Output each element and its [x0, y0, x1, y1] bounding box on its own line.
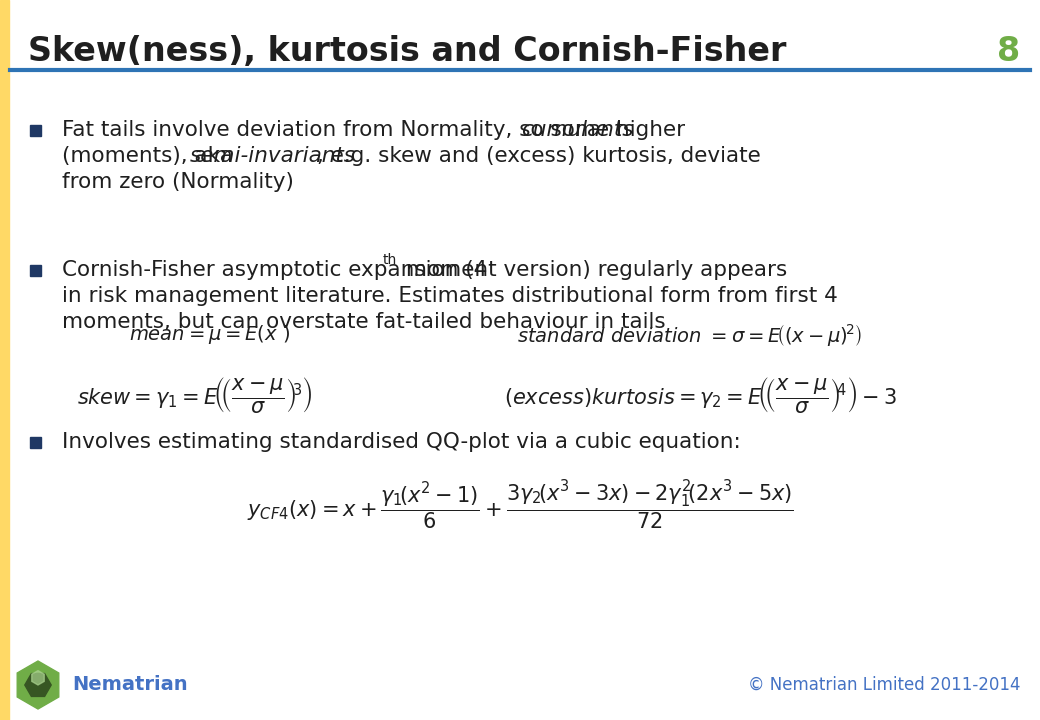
Text: $(\mathit{excess})\mathit{kurtosis} = \gamma_2 = E\!\left(\!\left(\dfrac{x - \mu: $(\mathit{excess})\mathit{kurtosis} = \g…	[503, 375, 896, 415]
Polygon shape	[25, 674, 51, 696]
Text: Skew(ness), kurtosis and Cornish-Fisher: Skew(ness), kurtosis and Cornish-Fisher	[28, 35, 786, 68]
Text: th: th	[383, 253, 397, 267]
Bar	[0, 0, 9, 720]
Text: Fat tails involve deviation from Normality, so some higher: Fat tails involve deviation from Normali…	[62, 120, 692, 140]
Text: Nematrian: Nematrian	[72, 675, 187, 695]
Text: Involves estimating standardised QQ-plot via a cubic equation:: Involves estimating standardised QQ-plot…	[62, 432, 740, 452]
Polygon shape	[32, 670, 45, 685]
Text: from zero (Normality): from zero (Normality)	[62, 172, 294, 192]
Bar	[29, 125, 41, 135]
Text: $\mathit{mean} = \mu = E(x\ )$: $\mathit{mean} = \mu = E(x\ )$	[129, 323, 290, 346]
Text: (moments), aka: (moments), aka	[62, 146, 240, 166]
Text: semi-invariants: semi-invariants	[190, 146, 356, 166]
Text: $\mathit{skew} = \gamma_1 = E\!\left(\!\left(\dfrac{x - \mu}{\sigma}\right)^{\!\: $\mathit{skew} = \gamma_1 = E\!\left(\!\…	[77, 375, 313, 415]
Text: in risk management literature. Estimates distributional form from first 4: in risk management literature. Estimates…	[62, 286, 838, 306]
Text: $y_{CF4}(x) = x + \dfrac{\gamma_1\!\left(x^2 - 1\right)}{6} + \dfrac{3\gamma_2\!: $y_{CF4}(x) = x + \dfrac{\gamma_1\!\left…	[246, 478, 794, 532]
Text: cumulants: cumulants	[521, 120, 633, 140]
Text: , e.g. skew and (excess) kurtosis, deviate: , e.g. skew and (excess) kurtosis, devia…	[317, 146, 760, 166]
Text: Cornish-Fisher asymptotic expansion (4: Cornish-Fisher asymptotic expansion (4	[62, 260, 488, 280]
Bar	[29, 436, 41, 448]
Text: moments, but can overstate fat-tailed behaviour in tails: moments, but can overstate fat-tailed be…	[62, 312, 666, 332]
Text: © Nematrian Limited 2011-2014: © Nematrian Limited 2011-2014	[748, 676, 1020, 694]
Polygon shape	[18, 661, 59, 709]
Text: moment version) regularly appears: moment version) regularly appears	[399, 260, 787, 280]
Bar	[29, 264, 41, 276]
Text: 8: 8	[996, 35, 1020, 68]
Text: $\mathit{standard\ deviation}\ = \sigma = E\!\left(\left(x - \mu\right)^{\!2}\ri: $\mathit{standard\ deviation}\ = \sigma …	[518, 322, 862, 348]
